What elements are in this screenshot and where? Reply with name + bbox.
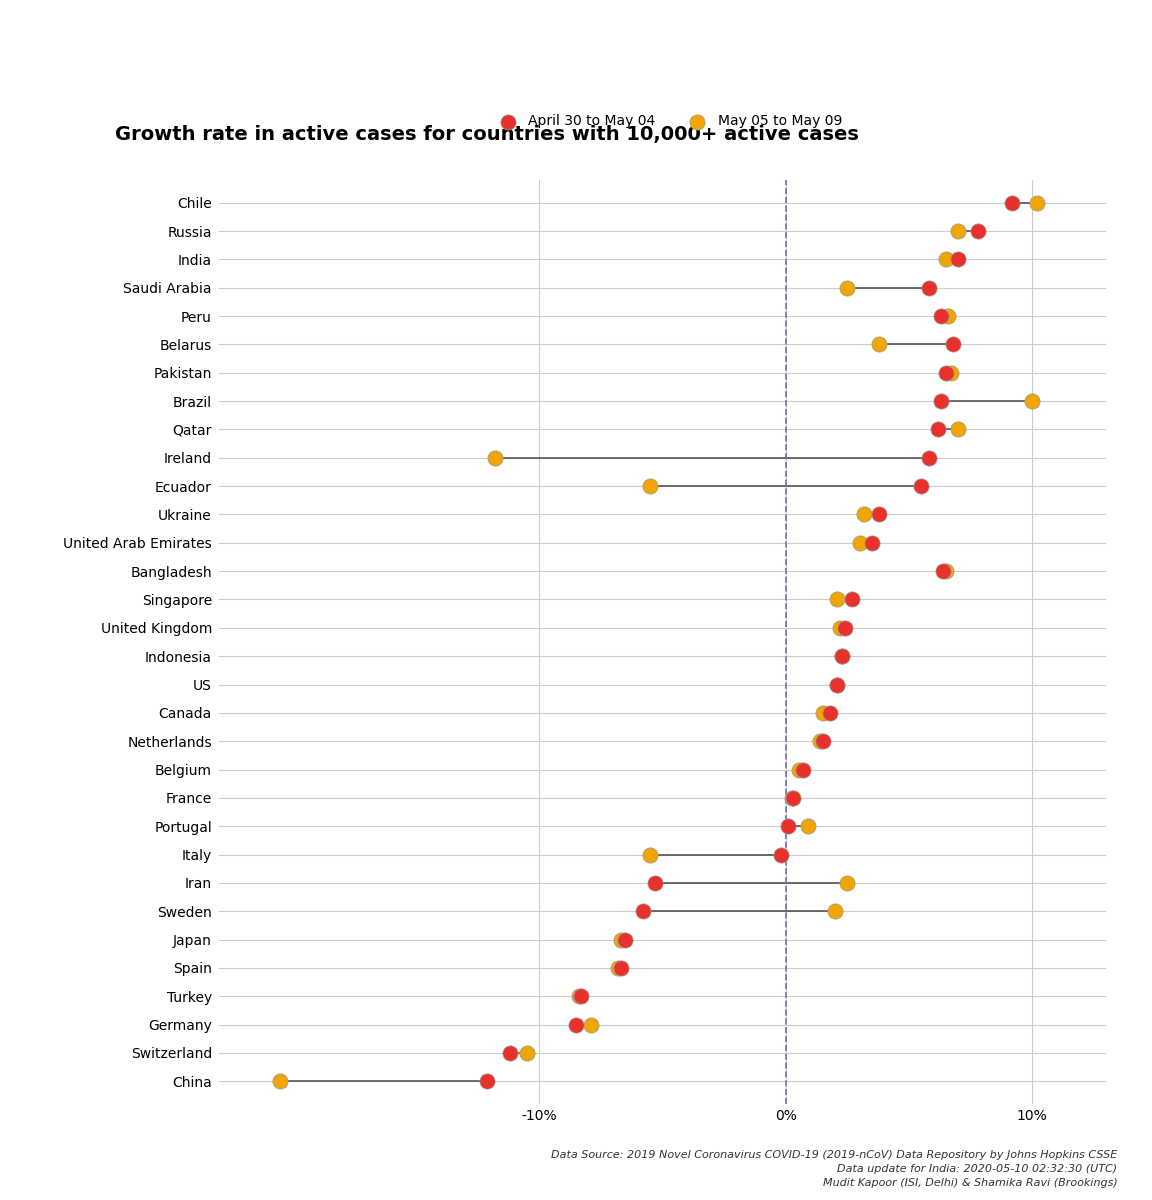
Point	[838, 278, 856, 298]
Point	[912, 476, 931, 496]
Point	[850, 533, 869, 552]
Point	[937, 250, 955, 269]
Point	[1003, 193, 1022, 212]
Point	[838, 874, 856, 893]
Text: Data Source: 2019 Novel Coronavirus COVID-19 (2019-nCoV) Data Repository by John: Data Source: 2019 Novel Coronavirus COVI…	[551, 1150, 1117, 1188]
Point	[831, 618, 849, 637]
Point	[833, 647, 851, 666]
Point	[634, 901, 652, 920]
Point	[870, 335, 888, 354]
Point	[870, 505, 888, 524]
Point	[1023, 391, 1041, 410]
Legend: April 30 to May 04, May 05 to May 09: April 30 to May 04, May 05 to May 09	[488, 109, 848, 134]
Point	[919, 448, 938, 467]
Point	[608, 959, 627, 978]
Point	[949, 250, 968, 269]
Text: Growth rate in active cases for countries with 10,000+ active cases: Growth rate in active cases for countrie…	[115, 125, 859, 144]
Point	[949, 222, 968, 241]
Point	[828, 590, 847, 610]
Point	[943, 335, 962, 354]
Point	[941, 364, 960, 383]
Point	[919, 278, 938, 298]
Point	[612, 930, 630, 949]
Point	[517, 1043, 536, 1062]
Point	[843, 590, 862, 610]
Point	[569, 986, 588, 1006]
Point	[798, 817, 817, 836]
Point	[567, 1015, 585, 1034]
Point	[828, 674, 847, 694]
Point	[271, 1072, 289, 1091]
Point	[612, 959, 630, 978]
Point	[932, 391, 950, 410]
Point	[783, 788, 802, 808]
Point	[811, 732, 829, 751]
Point	[646, 874, 665, 893]
Point	[641, 845, 659, 864]
Point	[932, 306, 950, 325]
Point	[930, 420, 948, 439]
Point	[855, 505, 873, 524]
Point	[779, 817, 797, 836]
Point	[939, 306, 957, 325]
Point	[820, 703, 839, 722]
Point	[863, 533, 881, 552]
Point	[772, 845, 790, 864]
Point	[934, 562, 953, 581]
Point	[500, 1043, 518, 1062]
Point	[949, 420, 968, 439]
Point	[833, 647, 851, 666]
Point	[571, 986, 590, 1006]
Point	[1028, 193, 1046, 212]
Point	[794, 760, 812, 779]
Point	[937, 562, 955, 581]
Point	[813, 703, 832, 722]
Point	[937, 364, 955, 383]
Point	[835, 618, 854, 637]
Point	[478, 1072, 497, 1091]
Point	[790, 760, 809, 779]
Point	[969, 222, 987, 241]
Point	[828, 674, 847, 694]
Point	[782, 788, 801, 808]
Point	[486, 448, 505, 467]
Point	[813, 732, 832, 751]
Point	[582, 1015, 600, 1034]
Point	[616, 930, 635, 949]
Point	[826, 901, 844, 920]
Point	[641, 476, 659, 496]
